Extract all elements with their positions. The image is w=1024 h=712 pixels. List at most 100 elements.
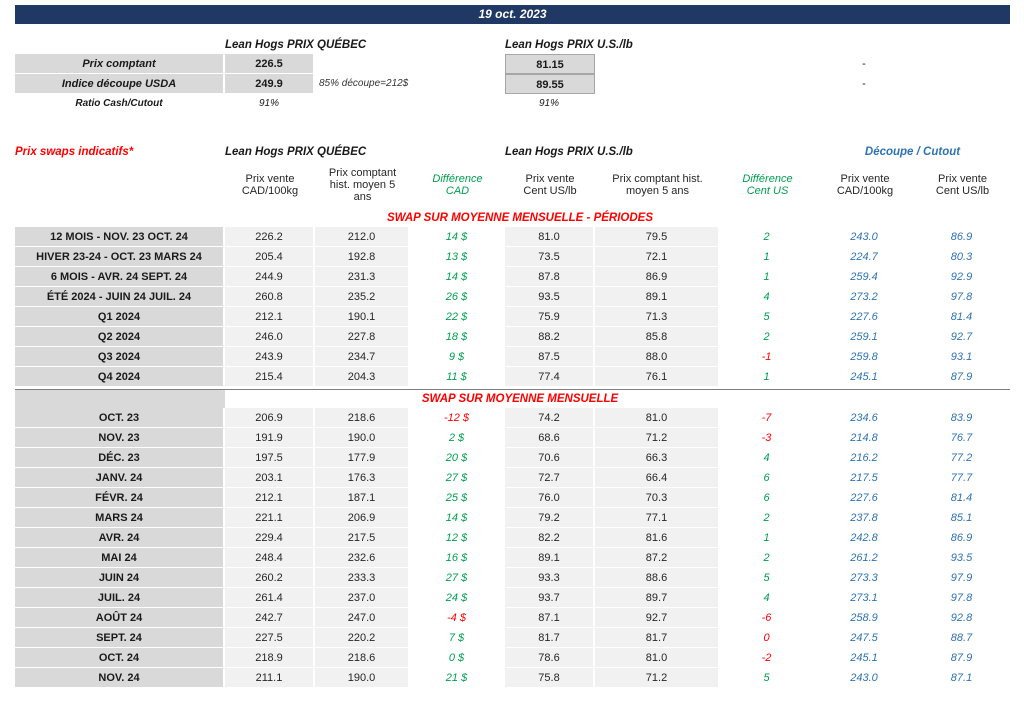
table-row: MAI 24 248.4 232.6 16 $89.1 87.2 2 261.2 93.5 <box>15 548 1010 568</box>
hist-us-value: 66.3 <box>595 448 720 468</box>
vente-cad-value: 191.9 <box>225 428 315 448</box>
hist-cad-value: 217.5 <box>315 528 410 548</box>
row-label: MARS 24 <box>15 508 225 528</box>
hist-us-value: 88.6 <box>595 568 720 588</box>
diff-cad-value: 2 $ <box>410 428 505 448</box>
col-header-hist-us: Prix comptant hist. moyen 5 ans <box>612 173 703 197</box>
empty-header-cell <box>15 161 225 209</box>
vente-us-value: 76.0 <box>505 488 595 508</box>
vente-cad-value: 206.9 <box>225 408 315 428</box>
hist-cad-value: 234.7 <box>315 347 410 367</box>
period-swaps-table: 12 MOIS - NOV. 23 OCT. 24 226.2 212.0 14 $8… <box>15 227 1010 387</box>
diff-cad-value: -12 $ <box>410 408 505 428</box>
vente-cad-value: 246.0 <box>225 327 315 347</box>
hist-us-value: 66.4 <box>595 468 720 488</box>
diff-cad-value: -4 $ <box>410 608 505 628</box>
cutout-us-value: 87.9 <box>915 648 1010 668</box>
cutout-cad-value: 242.8 <box>815 528 915 548</box>
diff-cad-value: 14 $ <box>410 508 505 528</box>
row-label: Q4 2024 <box>15 367 225 387</box>
hist-cad-value: 232.6 <box>315 548 410 568</box>
row-label: JUIN 24 <box>15 568 225 588</box>
spot-quebec-title: Lean Hogs PRIX QUÉBEC <box>225 39 367 51</box>
cutout-us-value: 80.3 <box>915 247 1010 267</box>
vente-cad-value: 248.4 <box>225 548 315 568</box>
table-row: 6 MOIS - AVR. 24 SEPT. 24 244.9 231.3 14 $8… <box>15 267 1010 287</box>
table-row: Q4 2024 215.4 204.3 11 $77.4 76.1 1 245.1 87.9 <box>15 367 1010 387</box>
vente-us-value: 75.8 <box>505 668 595 688</box>
vente-us-value: 93.3 <box>505 568 595 588</box>
table-row: FÉVR. 24 212.1 187.1 25 $76.0 70.3 6 227.6 81.4 <box>15 488 1010 508</box>
cutout-cad-value: 243.0 <box>815 668 915 688</box>
cutout-cad-value: 214.8 <box>815 428 915 448</box>
diff-us-value: 5 <box>720 568 815 588</box>
table-row: HIVER 23-24 - OCT. 23 MARS 24 205.4 192.8 1… <box>15 247 1010 267</box>
diff-cad-value: 21 $ <box>410 668 505 688</box>
hist-us-value: 81.0 <box>595 648 720 668</box>
periods-section-title: SWAP SUR MOYENNE MENSUELLE - PÉRIODES <box>386 212 654 224</box>
spot-note <box>315 54 505 74</box>
diff-us-value: 5 <box>720 307 815 327</box>
diff-cad-value: 16 $ <box>410 548 505 568</box>
col-header-cutout-us: Prix vente Cent US/lb <box>935 173 990 197</box>
table-row: AOÛT 24 242.7 247.0 -4 $87.1 92.7 -6 258.9 92.8 <box>15 608 1010 628</box>
monthly-swaps-table: OCT. 23 206.9 218.6 -12 $74.2 81.0 -7 234.6 83.… <box>15 408 1010 688</box>
vente-cad-value: 243.9 <box>225 347 315 367</box>
cutout-us-value: 92.9 <box>915 267 1010 287</box>
cutout-cad-value: 247.5 <box>815 628 915 648</box>
row-label: Q1 2024 <box>15 307 225 327</box>
vente-cad-value: 211.1 <box>225 668 315 688</box>
vente-cad-value: 227.5 <box>225 628 315 648</box>
hist-us-value: 70.3 <box>595 488 720 508</box>
row-label: HIVER 23-24 - OCT. 23 MARS 24 <box>15 247 225 267</box>
vente-cad-value: 242.7 <box>225 608 315 628</box>
cutout-us-value: 93.1 <box>915 347 1010 367</box>
cutout-cad-value: 273.2 <box>815 287 915 307</box>
hist-cad-value: 218.6 <box>315 408 410 428</box>
cutout-us-value: 81.4 <box>915 307 1010 327</box>
cutout-us-value: 92.8 <box>915 608 1010 628</box>
table-row: NOV. 24 211.1 190.0 21 $75.8 71.2 5 243.0 87.1 <box>15 668 1010 688</box>
periods-section-title-row: SWAP SUR MOYENNE MENSUELLE - PÉRIODES <box>15 209 1010 227</box>
hist-cad-value: 206.9 <box>315 508 410 528</box>
cutout-us-value: 87.1 <box>915 668 1010 688</box>
diff-cad-value: 14 $ <box>410 267 505 287</box>
row-label: Q3 2024 <box>15 347 225 367</box>
row-label: JANV. 24 <box>15 468 225 488</box>
hist-us-value: 85.8 <box>595 327 720 347</box>
table-row: OCT. 23 206.9 218.6 -12 $74.2 81.0 -7 234.6 83.… <box>15 408 1010 428</box>
hist-cad-value: 190.0 <box>315 668 410 688</box>
table-row: NOV. 23 191.9 190.0 2 $68.6 71.2 -3 214.8 76.7 <box>15 428 1010 448</box>
cutout-cad-value: 234.6 <box>815 408 915 428</box>
diff-cad-value: 14 $ <box>410 227 505 247</box>
cutout-us-value: 97.8 <box>915 287 1010 307</box>
us-group-header: Lean Hogs PRIX U.S./lb <box>505 146 633 158</box>
vente-us-value: 93.7 <box>505 588 595 608</box>
vente-us-value: 89.1 <box>505 548 595 568</box>
hist-cad-value: 233.3 <box>315 568 410 588</box>
diff-us-value: 0 <box>720 628 815 648</box>
hist-cad-value: 192.8 <box>315 247 410 267</box>
monthly-section-title: SWAP SUR MOYENNE MENSUELLE <box>421 393 619 405</box>
diff-cad-value: 18 $ <box>410 327 505 347</box>
vente-us-value: 77.4 <box>505 367 595 387</box>
spot-row-prix-comptant: Prix comptant 226.5 81.15 - <box>15 54 1010 74</box>
diff-us-value: -1 <box>720 347 815 367</box>
row-label: FÉVR. 24 <box>15 488 225 508</box>
diff-us-value: 6 <box>720 488 815 508</box>
cutout-cad-value: 245.1 <box>815 648 915 668</box>
cutout-cad-value: 273.3 <box>815 568 915 588</box>
row-label: OCT. 24 <box>15 648 225 668</box>
cutout-cad-value: 245.1 <box>815 367 915 387</box>
row-label: Q2 2024 <box>15 327 225 347</box>
empty-cell <box>15 209 225 227</box>
swaps-title: Prix swaps indicatifs* <box>15 146 134 158</box>
hist-us-value: 71.2 <box>595 428 720 448</box>
vente-us-value: 81.7 <box>505 628 595 648</box>
spot-quebec-value: 226.5 <box>225 54 315 74</box>
vente-cad-value: 229.4 <box>225 528 315 548</box>
hist-us-value: 86.9 <box>595 267 720 287</box>
section-divider <box>15 389 1010 390</box>
cutout-cad-value: 237.8 <box>815 508 915 528</box>
vente-cad-value: 197.5 <box>225 448 315 468</box>
